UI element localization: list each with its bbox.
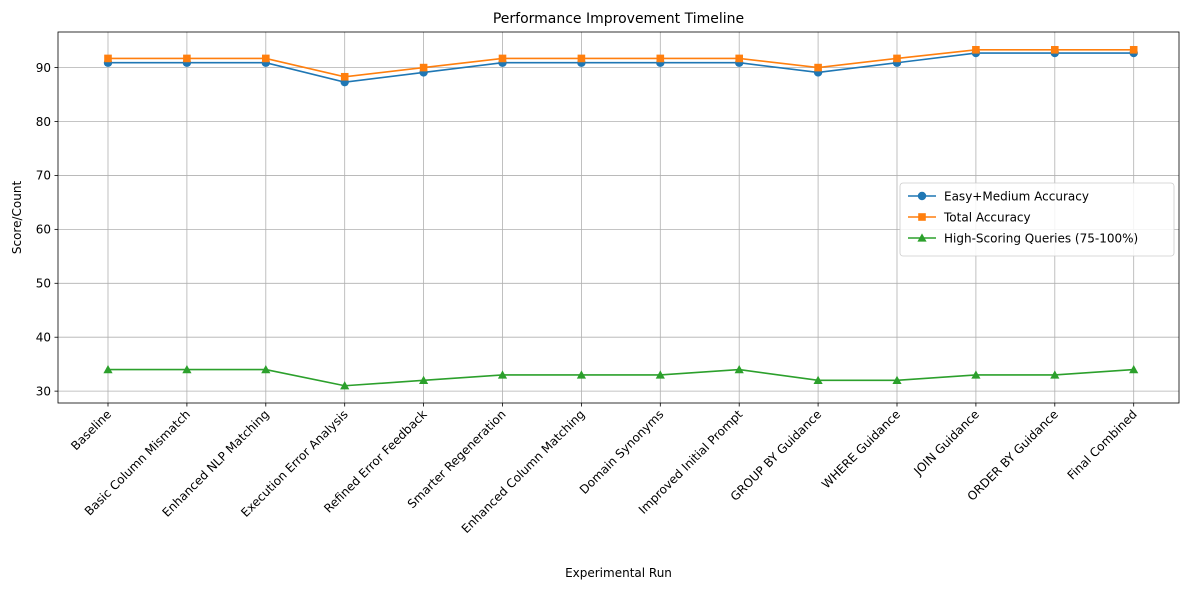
legend: Easy+Medium Accuracy Total Accuracy High-S…	[899, 182, 1175, 257]
data-point	[182, 364, 192, 374]
data-point	[340, 381, 350, 390]
legend-box	[899, 182, 1175, 257]
data-point	[497, 370, 508, 379]
x-tick-label: GROUP BY Guidance	[728, 407, 824, 503]
data-point	[892, 375, 902, 385]
chart-title: Performance Improvement Timeline	[493, 11, 744, 27]
x-tick-label: ORDER BY Guidance	[965, 407, 1061, 503]
data-point	[1129, 45, 1138, 54]
y-axis-label: Score/Count	[10, 181, 24, 255]
data-point	[261, 364, 271, 374]
data-point	[183, 54, 191, 63]
legend-label: High-Scoring Queries (75-100%)	[944, 231, 1138, 245]
data-point	[971, 370, 981, 379]
x-tick-label: JOIN Guidance	[911, 407, 982, 478]
data-point	[814, 63, 822, 72]
data-point	[262, 54, 270, 63]
y-tick-label: 80	[36, 115, 51, 129]
y-tick-label: 50	[36, 277, 51, 291]
grid-lines	[58, 32, 1179, 403]
legend-item: Easy+Medium Accuracy	[908, 189, 1089, 203]
data-point	[656, 54, 665, 63]
legend-item: High-Scoring Queries (75-100%)	[908, 231, 1138, 245]
data-point	[734, 364, 744, 374]
legend-item: Total Accuracy	[908, 210, 1031, 224]
series-line	[108, 52, 1134, 83]
series-line	[108, 48, 1134, 78]
data-point	[103, 364, 113, 374]
y-tick-label: 60	[36, 223, 51, 237]
series-lines	[103, 45, 1139, 390]
data-point	[498, 54, 507, 63]
data-point	[893, 54, 901, 63]
series-line	[108, 368, 1134, 387]
legend-marker	[917, 191, 927, 201]
x-axis-label: Experimental Run	[565, 566, 672, 580]
series-2	[104, 45, 1138, 81]
data-point	[1129, 364, 1139, 374]
legend-label: Total Accuracy	[943, 210, 1031, 224]
x-tick-label: WHERE Guidance	[819, 407, 903, 491]
data-point	[972, 45, 980, 54]
y-axis-ticks: 30 40 50 60 70 80 90	[36, 61, 58, 398]
data-point	[577, 54, 586, 63]
y-tick-label: 30	[36, 384, 51, 398]
data-point	[655, 370, 665, 379]
y-tick-label: 40	[36, 331, 51, 345]
legend-marker	[917, 233, 927, 242]
y-tick-label: 90	[36, 61, 51, 75]
data-point	[1050, 370, 1060, 379]
data-point	[1051, 45, 1059, 54]
x-tick-label: Baseline	[68, 407, 114, 453]
x-tick-label: Final Combined	[1065, 407, 1140, 482]
plot-area-frame	[57, 31, 1180, 404]
data-point	[735, 54, 743, 63]
data-point	[104, 54, 112, 63]
x-tick-label: Domain Synonyms	[577, 407, 667, 497]
data-point	[576, 370, 586, 379]
series-3	[103, 364, 1139, 390]
data-point	[419, 375, 429, 385]
y-tick-label: 70	[36, 169, 51, 183]
data-point	[813, 375, 823, 385]
data-point	[419, 63, 428, 72]
legend-label: Easy+Medium Accuracy	[944, 189, 1089, 203]
data-point	[340, 72, 349, 81]
legend-marker	[918, 213, 926, 221]
